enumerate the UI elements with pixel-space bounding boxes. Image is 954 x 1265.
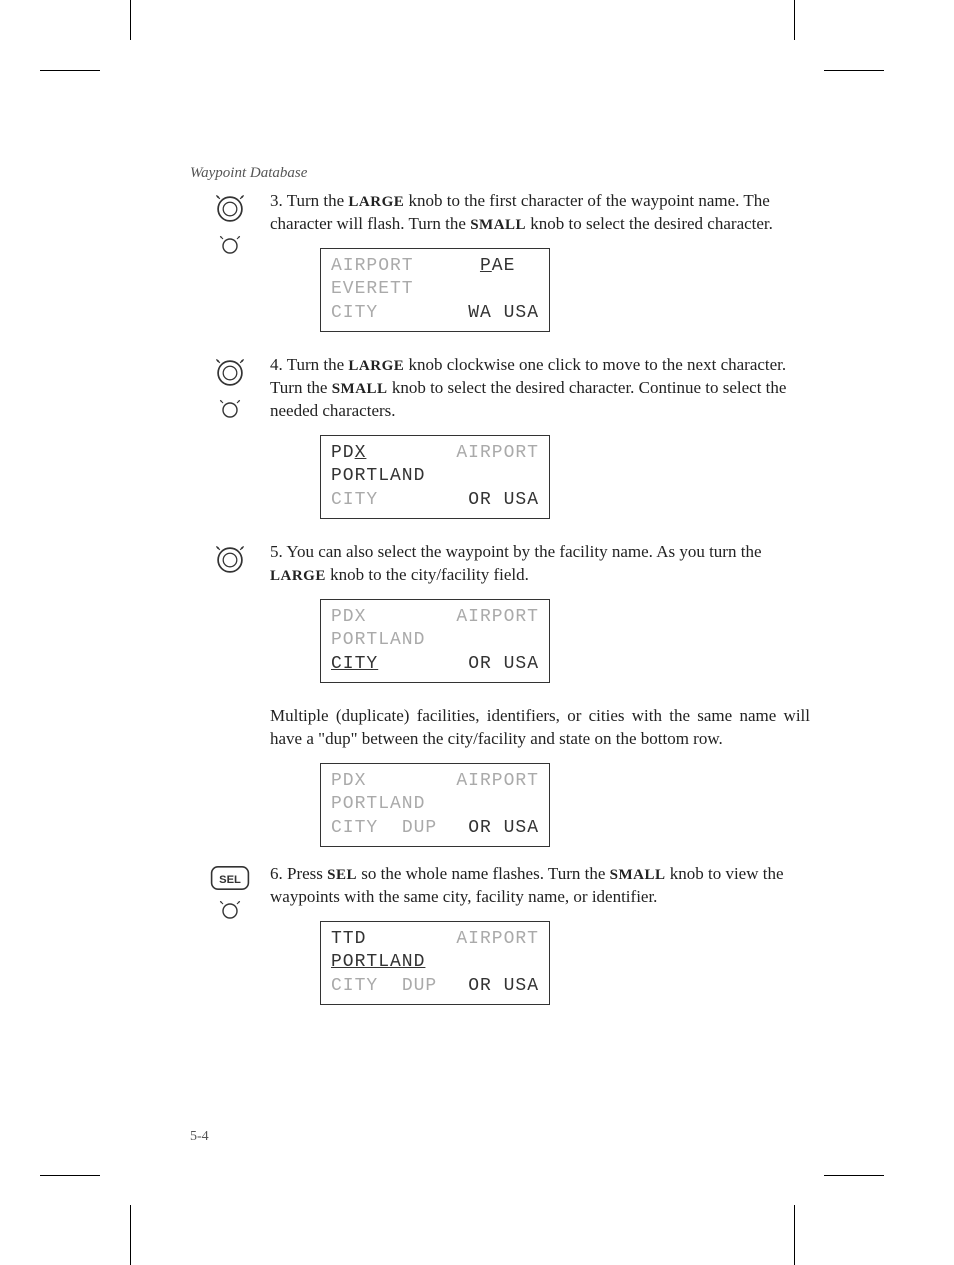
step-5: 5. You can also select the waypoint by t…: [190, 541, 810, 699]
page-content: Waypoint Database 3. Turn the LARGE knob…: [190, 165, 810, 1027]
page-number: 5-4: [190, 1129, 209, 1145]
step-icons: [190, 190, 270, 260]
lcd-display-1: AIRPORT PAE EVERETT CITY WA USA: [320, 248, 550, 332]
lcd-display-3: PDX AIRPORT PORTLAND CITY OR USA: [320, 599, 550, 683]
lcd-text: CITY DUP: [331, 817, 437, 840]
large-knob-icon: [213, 543, 247, 577]
lcd-display-4: PDX AIRPORT PORTLAND CITY DUP OR USA: [320, 763, 550, 847]
text: knob to select the desired character.: [526, 214, 773, 233]
lcd-text: AIRPORT: [456, 928, 539, 951]
text: so the whole name flashes. Turn the: [357, 864, 610, 883]
lcd-text: PDX: [331, 771, 366, 791]
svg-text:SEL: SEL: [219, 874, 241, 886]
lcd-cursor: CITY: [331, 653, 378, 676]
keyword: LARGE: [270, 568, 326, 584]
text: 4. Turn the: [270, 355, 348, 374]
large-knob-icon: [213, 356, 247, 390]
keyword: LARGE: [348, 358, 404, 374]
large-knob-icon: [213, 192, 247, 226]
lcd-text: DUP: [402, 818, 437, 838]
keyword: LARGE: [348, 194, 404, 210]
step-icons: [190, 354, 270, 424]
lcd-text: OR USA: [468, 817, 539, 840]
lcd-text: PAE: [480, 255, 539, 278]
keyword: SMALL: [332, 381, 388, 397]
lcd-text: CITY: [331, 302, 378, 325]
lcd-text: TTD: [331, 928, 402, 951]
lcd-text: OR USA: [468, 489, 539, 512]
lcd-cursor: PORTLAND: [331, 951, 425, 974]
lcd-text: AIRPORT: [456, 442, 539, 465]
paragraph: Multiple (duplicate) facilities, identif…: [270, 705, 810, 751]
step-text: 6. Press SEL so the whole name flashes. …: [270, 863, 810, 1021]
text: 6. Press: [270, 864, 327, 883]
lcd-text: CITY DUP: [331, 975, 437, 998]
lcd-text: DUP: [402, 976, 437, 996]
lcd-text: PORTLAND: [331, 465, 425, 488]
step-icons: SEL: [190, 863, 270, 925]
lcd-text: PDX: [331, 607, 366, 627]
lcd-text: AIRPORT: [456, 606, 539, 629]
step-text: 5. You can also select the waypoint by t…: [270, 541, 810, 699]
step-6: SEL 6. Press SEL so the whole name flash…: [190, 863, 810, 1021]
text: 3. Turn the: [270, 191, 348, 210]
lcd-text: OR USA: [468, 975, 539, 998]
page-header: Waypoint Database: [190, 165, 810, 182]
keyword: SMALL: [610, 867, 666, 883]
step-text: 3. Turn the LARGE knob to the first char…: [270, 190, 810, 348]
lcd-text: PORTLAND: [331, 793, 425, 816]
lcd-text: PORTLAND: [331, 629, 425, 652]
lcd-text: AIRPORT: [456, 770, 539, 793]
lcd-text: WA USA: [468, 302, 539, 325]
lcd-text: EVERETT: [331, 278, 414, 301]
sel-button-icon: SEL: [210, 865, 250, 891]
small-knob-icon: [216, 396, 244, 424]
lcd-text: TTD: [331, 929, 366, 949]
text: 5. You can also select the waypoint by t…: [270, 542, 762, 561]
step-4: 4. Turn the LARGE knob clockwise one cli…: [190, 354, 810, 535]
lcd-display-2: PDX AIRPORT PORTLAND CITY OR USA: [320, 435, 550, 519]
lcd-text: AIRPORT: [331, 255, 414, 278]
step-icons: [190, 541, 270, 577]
lcd-text: PDX: [331, 770, 402, 793]
lcd-display-5: TTD AIRPORT PORTLAND CITY DUP OR USA: [320, 921, 550, 1005]
small-knob-icon: [216, 897, 244, 925]
keyword: SEL: [327, 867, 357, 883]
text: knob to the city/facility field.: [326, 565, 529, 584]
lcd-text: PDX: [331, 606, 402, 629]
lcd-text: PDX: [331, 442, 402, 465]
small-knob-icon: [216, 232, 244, 260]
lcd-cursor: X: [355, 443, 367, 463]
lcd-text: CITY: [331, 818, 378, 838]
keyword: SMALL: [470, 217, 526, 233]
lcd-text: OR USA: [468, 653, 539, 676]
lcd-text: CITY: [331, 976, 378, 996]
lcd-text: CITY: [331, 489, 378, 512]
lcd-text: PD: [331, 443, 355, 463]
lcd-cursor: P: [480, 256, 492, 276]
step-text: 4. Turn the LARGE knob clockwise one cli…: [270, 354, 810, 535]
lcd-text: AE: [492, 256, 516, 276]
step-3: 3. Turn the LARGE knob to the first char…: [190, 190, 810, 348]
